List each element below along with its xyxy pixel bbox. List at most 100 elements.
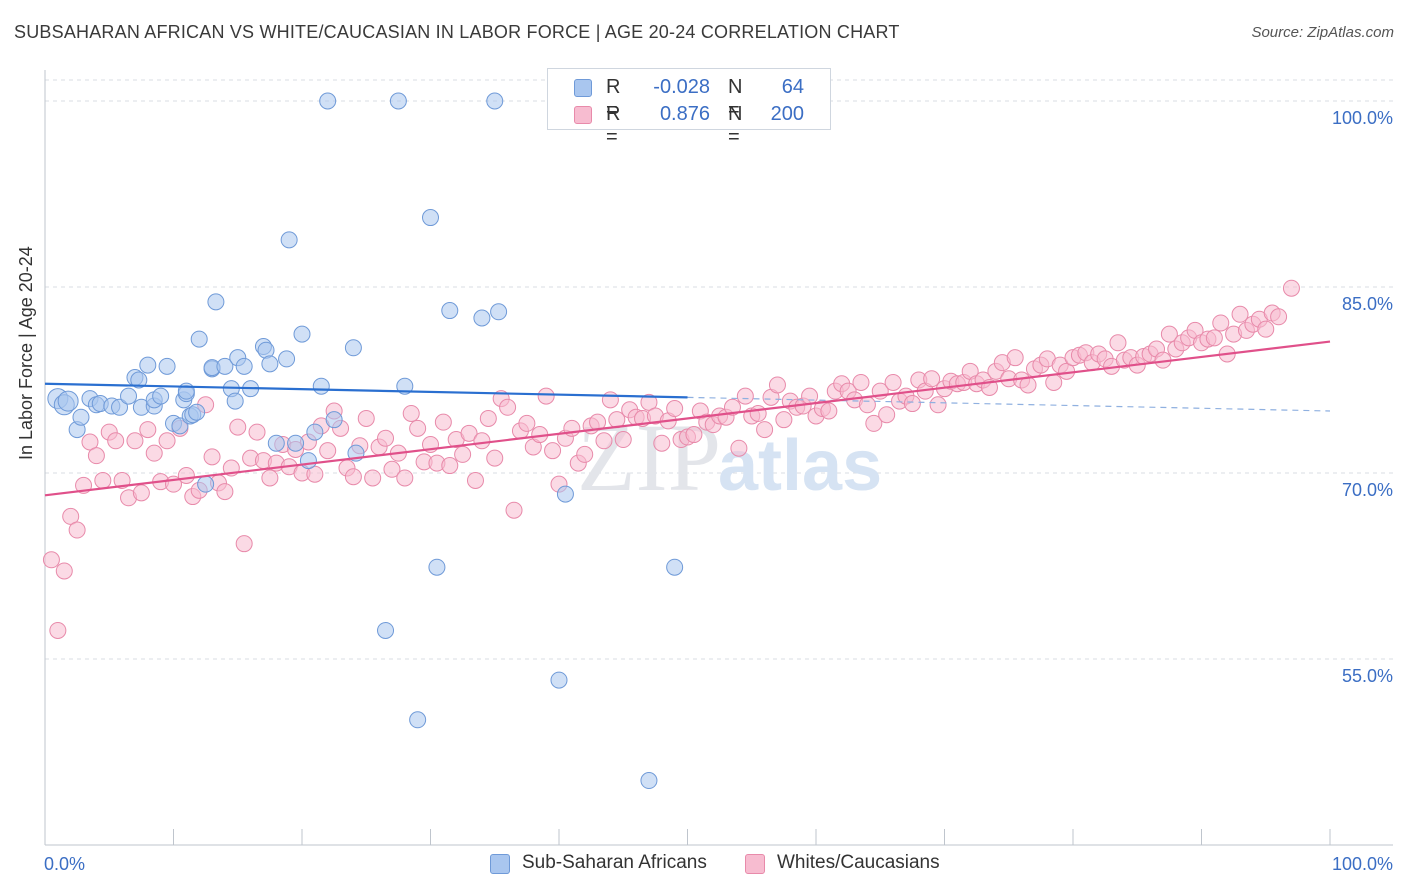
subsaharan-point <box>226 392 244 410</box>
subsaharan-point <box>306 423 324 441</box>
legend-r-label: R = <box>606 103 621 148</box>
subsaharan-point <box>278 350 296 368</box>
white-point <box>544 442 562 460</box>
subsaharan-point <box>188 403 206 421</box>
white-point <box>775 411 793 429</box>
subsaharan-point <box>171 417 189 435</box>
subsaharan-point <box>197 475 215 493</box>
white-point <box>319 442 337 460</box>
white-trend-line <box>44 340 1331 497</box>
white-point <box>820 402 838 420</box>
subsaharan-point <box>319 92 337 110</box>
white-point <box>852 373 870 391</box>
subsaharan-point <box>190 330 208 348</box>
subsaharan-point <box>486 92 504 110</box>
subsaharan-trend-line <box>44 382 688 399</box>
white-point <box>402 404 420 422</box>
white-point <box>1006 349 1024 367</box>
white-point <box>479 409 497 427</box>
subsaharan-point <box>267 434 285 452</box>
white-point <box>576 445 594 463</box>
subsaharan-point <box>280 231 298 249</box>
subsaharan-point <box>207 293 225 311</box>
subsaharan-point <box>72 408 90 426</box>
white-point <box>145 444 163 462</box>
subsaharan-point <box>120 387 138 405</box>
white-point <box>653 434 671 452</box>
white-point <box>614 431 632 449</box>
subsaharan-point <box>377 621 395 639</box>
white-point <box>454 445 472 463</box>
white-point <box>158 432 176 450</box>
y-axis-label: In Labor Force | Age 20-24 <box>16 246 36 460</box>
white-point <box>235 535 253 553</box>
x-tick-label-max: 100.0% <box>1332 854 1393 874</box>
white-point <box>768 376 786 394</box>
subsaharan-point <box>130 371 148 389</box>
white-point <box>364 469 382 487</box>
white-point <box>736 387 754 405</box>
subsaharan-trend-dashed <box>687 396 1331 412</box>
y-tick-label: 85.0% <box>1342 294 1393 314</box>
white-point <box>68 521 86 539</box>
subsaharan-point <box>287 434 305 452</box>
y-tick-label: 70.0% <box>1342 480 1393 500</box>
white-point <box>749 404 767 422</box>
white-point <box>878 406 896 424</box>
white-point <box>929 396 947 414</box>
subsaharan-point <box>312 377 330 395</box>
subsaharan-point <box>409 711 427 729</box>
white-point <box>903 395 921 413</box>
subsaharan-point <box>666 558 684 576</box>
white-point <box>1205 329 1223 347</box>
white-point <box>216 483 234 501</box>
white-point <box>434 413 452 431</box>
legend-n-label: N = <box>728 103 743 148</box>
white-point <box>460 424 478 442</box>
subsaharan-point <box>490 303 508 321</box>
y-tick-label: 100.0% <box>1332 108 1393 128</box>
white-point <box>441 457 459 475</box>
white-point <box>229 418 247 436</box>
white-point <box>486 449 504 467</box>
y-tick-label: 55.0% <box>1342 666 1393 686</box>
white-point <box>177 466 195 484</box>
subsaharan-point <box>344 339 362 357</box>
white-point <box>377 429 395 447</box>
legend-label-subsaharan: Sub-Saharan Africans <box>522 852 707 873</box>
subsaharan-point <box>57 390 79 412</box>
white-point <box>248 423 266 441</box>
white-point <box>203 448 221 466</box>
white-point <box>858 396 876 414</box>
subsaharan-point <box>640 772 658 790</box>
legend-label-white: Whites/Caucasians <box>777 852 940 873</box>
white-point <box>685 426 703 444</box>
white-point <box>132 484 150 502</box>
white-point <box>884 373 902 391</box>
legend-swatch-pink <box>745 854 765 874</box>
white-point <box>756 421 774 439</box>
white-point <box>1257 320 1275 338</box>
subsaharan-point <box>441 302 459 320</box>
legend-n-value: 64 <box>781 76 804 98</box>
white-point <box>126 432 144 450</box>
white-point <box>537 387 555 405</box>
legend-swatch-blue <box>490 854 510 874</box>
legend-n-value: 200 <box>770 103 804 125</box>
white-point <box>357 409 375 427</box>
correlation-legend: R = -0.028 N = 64 R = 0.876 N = 200 <box>547 68 831 148</box>
white-point <box>801 387 819 405</box>
white-point <box>466 471 484 489</box>
x-tick-label-min: 0.0% <box>44 854 85 874</box>
white-point <box>62 507 80 525</box>
subsaharan-point <box>550 671 568 689</box>
white-point <box>344 468 362 486</box>
white-point <box>730 439 748 457</box>
white-point <box>640 393 658 411</box>
white-point <box>383 460 401 478</box>
white-point <box>518 414 536 432</box>
white-point <box>723 398 741 416</box>
subsaharan-point <box>158 357 176 375</box>
white-point <box>396 469 414 487</box>
subsaharan-point <box>556 485 574 503</box>
